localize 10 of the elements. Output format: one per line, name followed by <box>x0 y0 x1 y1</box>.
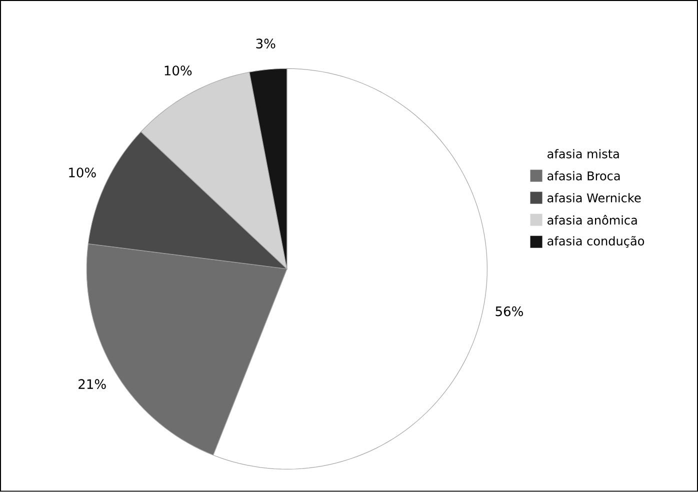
slice-label: afasia mista <box>548 149 619 159</box>
legend-label: afasia Wernicke <box>548 193 641 203</box>
legend-label: afasia Broca <box>548 171 620 181</box>
data-label: 56% <box>496 306 523 316</box>
data-label: 3% <box>256 38 276 49</box>
legend-label: afasia condução <box>548 236 644 248</box>
data-label: 10% <box>69 168 96 178</box>
data-label: 21% <box>78 379 106 390</box>
data-label: 10% <box>164 66 192 76</box>
legend-label: afasia anômica <box>548 215 637 225</box>
